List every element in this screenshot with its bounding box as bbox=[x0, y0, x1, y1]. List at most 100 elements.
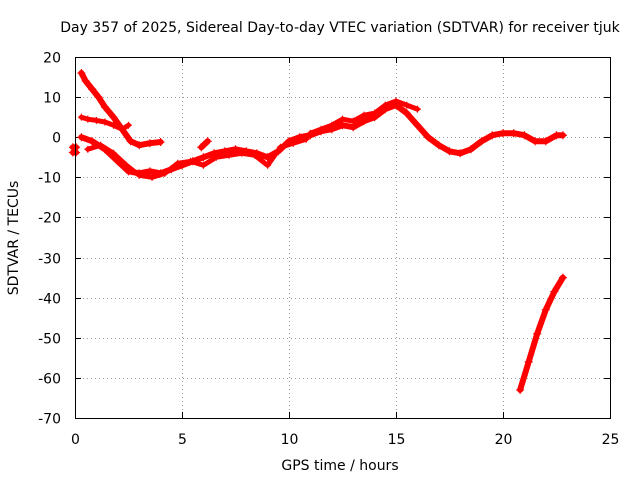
series-line bbox=[198, 138, 211, 151]
x-axis-label: GPS time / hours bbox=[281, 458, 398, 474]
data-point bbox=[424, 133, 433, 142]
data-point bbox=[88, 137, 97, 146]
data-point bbox=[145, 139, 154, 148]
data-point bbox=[276, 143, 284, 151]
y-tick-label: 0 bbox=[52, 131, 61, 147]
series-fragment-c bbox=[68, 148, 81, 157]
data-point bbox=[161, 169, 169, 177]
y-tick-label: -60 bbox=[38, 372, 61, 388]
data-point bbox=[197, 143, 206, 152]
data-point bbox=[302, 135, 310, 143]
data-point bbox=[456, 149, 465, 158]
data-point bbox=[199, 161, 207, 169]
x-tick-label: 5 bbox=[178, 432, 187, 448]
grid bbox=[75, 57, 611, 419]
x-tick-label: 0 bbox=[71, 432, 80, 448]
data-point bbox=[531, 137, 540, 146]
data-point bbox=[84, 115, 92, 123]
data-point bbox=[392, 97, 400, 105]
x-tick-label: 20 bbox=[495, 432, 513, 448]
y-tick-labels: -70 -60 -50 -40 -30 -20 -10 0 10 20 bbox=[38, 51, 61, 428]
y-tick-label: -30 bbox=[38, 252, 61, 268]
data-point bbox=[251, 151, 259, 159]
data-point bbox=[360, 111, 368, 119]
data-point bbox=[306, 129, 314, 137]
y-axis-label: SDTVAR / TECUs bbox=[6, 181, 22, 296]
data-point bbox=[94, 93, 103, 102]
data-point bbox=[174, 159, 182, 167]
data-point bbox=[110, 149, 118, 157]
series-line bbox=[85, 136, 309, 180]
data-point bbox=[550, 287, 559, 296]
data-point bbox=[403, 101, 411, 109]
data-point bbox=[445, 147, 454, 156]
plot-frame bbox=[75, 57, 611, 419]
data-point bbox=[477, 137, 486, 146]
series-track-middle bbox=[77, 113, 132, 133]
data-point bbox=[84, 145, 92, 153]
data-point bbox=[339, 115, 346, 123]
data-point bbox=[516, 385, 525, 394]
data-series bbox=[68, 69, 567, 394]
data-point bbox=[381, 101, 389, 109]
data-point bbox=[187, 157, 195, 165]
y-tick-label: -50 bbox=[38, 332, 61, 348]
data-point bbox=[413, 105, 421, 113]
series-line bbox=[78, 102, 566, 177]
data-point bbox=[317, 125, 325, 133]
data-point bbox=[100, 103, 109, 112]
data-point bbox=[77, 113, 85, 121]
data-point bbox=[402, 109, 411, 118]
x-tick-label: 10 bbox=[281, 432, 299, 448]
data-point bbox=[109, 113, 118, 122]
data-point bbox=[349, 117, 357, 125]
data-point bbox=[328, 121, 336, 129]
y-tick-label: -20 bbox=[38, 211, 61, 227]
data-point bbox=[199, 153, 208, 162]
x-tick-label: 15 bbox=[388, 432, 406, 448]
data-point bbox=[225, 151, 233, 159]
data-point bbox=[77, 69, 86, 78]
series-line bbox=[517, 274, 566, 393]
data-point bbox=[203, 137, 212, 146]
data-point bbox=[488, 131, 497, 140]
series-track-lower bbox=[77, 101, 567, 178]
data-point bbox=[289, 139, 297, 147]
chart-title: Day 357 of 2025, Sidereal Day-to-day VTE… bbox=[60, 20, 620, 36]
data-point bbox=[145, 167, 154, 176]
data-point bbox=[466, 145, 475, 154]
y-tick-label: 20 bbox=[43, 51, 61, 67]
data-point bbox=[558, 131, 567, 140]
series-track-lower-secondary bbox=[84, 135, 310, 181]
series-fragment-a bbox=[197, 137, 212, 152]
data-point bbox=[558, 273, 567, 282]
data-point bbox=[126, 137, 135, 146]
data-point bbox=[499, 129, 507, 138]
data-point bbox=[264, 161, 272, 169]
data-point bbox=[212, 153, 220, 161]
series-track-late-ramp bbox=[516, 273, 567, 394]
data-point bbox=[122, 161, 130, 169]
data-point bbox=[371, 109, 379, 117]
data-point bbox=[77, 133, 86, 142]
series-track-upper-mid-branch bbox=[306, 97, 421, 137]
x-tick-labels: 0 5 10 15 20 25 bbox=[71, 432, 619, 448]
y-tick-label: -70 bbox=[38, 412, 61, 428]
data-point bbox=[81, 77, 90, 86]
data-point bbox=[135, 171, 143, 179]
data-point bbox=[110, 121, 118, 129]
data-point bbox=[156, 138, 165, 147]
data-point bbox=[524, 357, 533, 366]
data-point bbox=[135, 141, 144, 150]
y-tick-label: -10 bbox=[38, 171, 61, 187]
data-point bbox=[520, 131, 529, 140]
data-point bbox=[118, 125, 126, 133]
data-point bbox=[97, 141, 105, 149]
data-point bbox=[72, 148, 81, 157]
x-tick-label: 25 bbox=[602, 432, 620, 448]
y-tick-label: -40 bbox=[38, 292, 61, 308]
data-point bbox=[413, 121, 422, 130]
data-point bbox=[434, 141, 443, 150]
data-point bbox=[533, 329, 542, 338]
data-point bbox=[541, 305, 550, 314]
